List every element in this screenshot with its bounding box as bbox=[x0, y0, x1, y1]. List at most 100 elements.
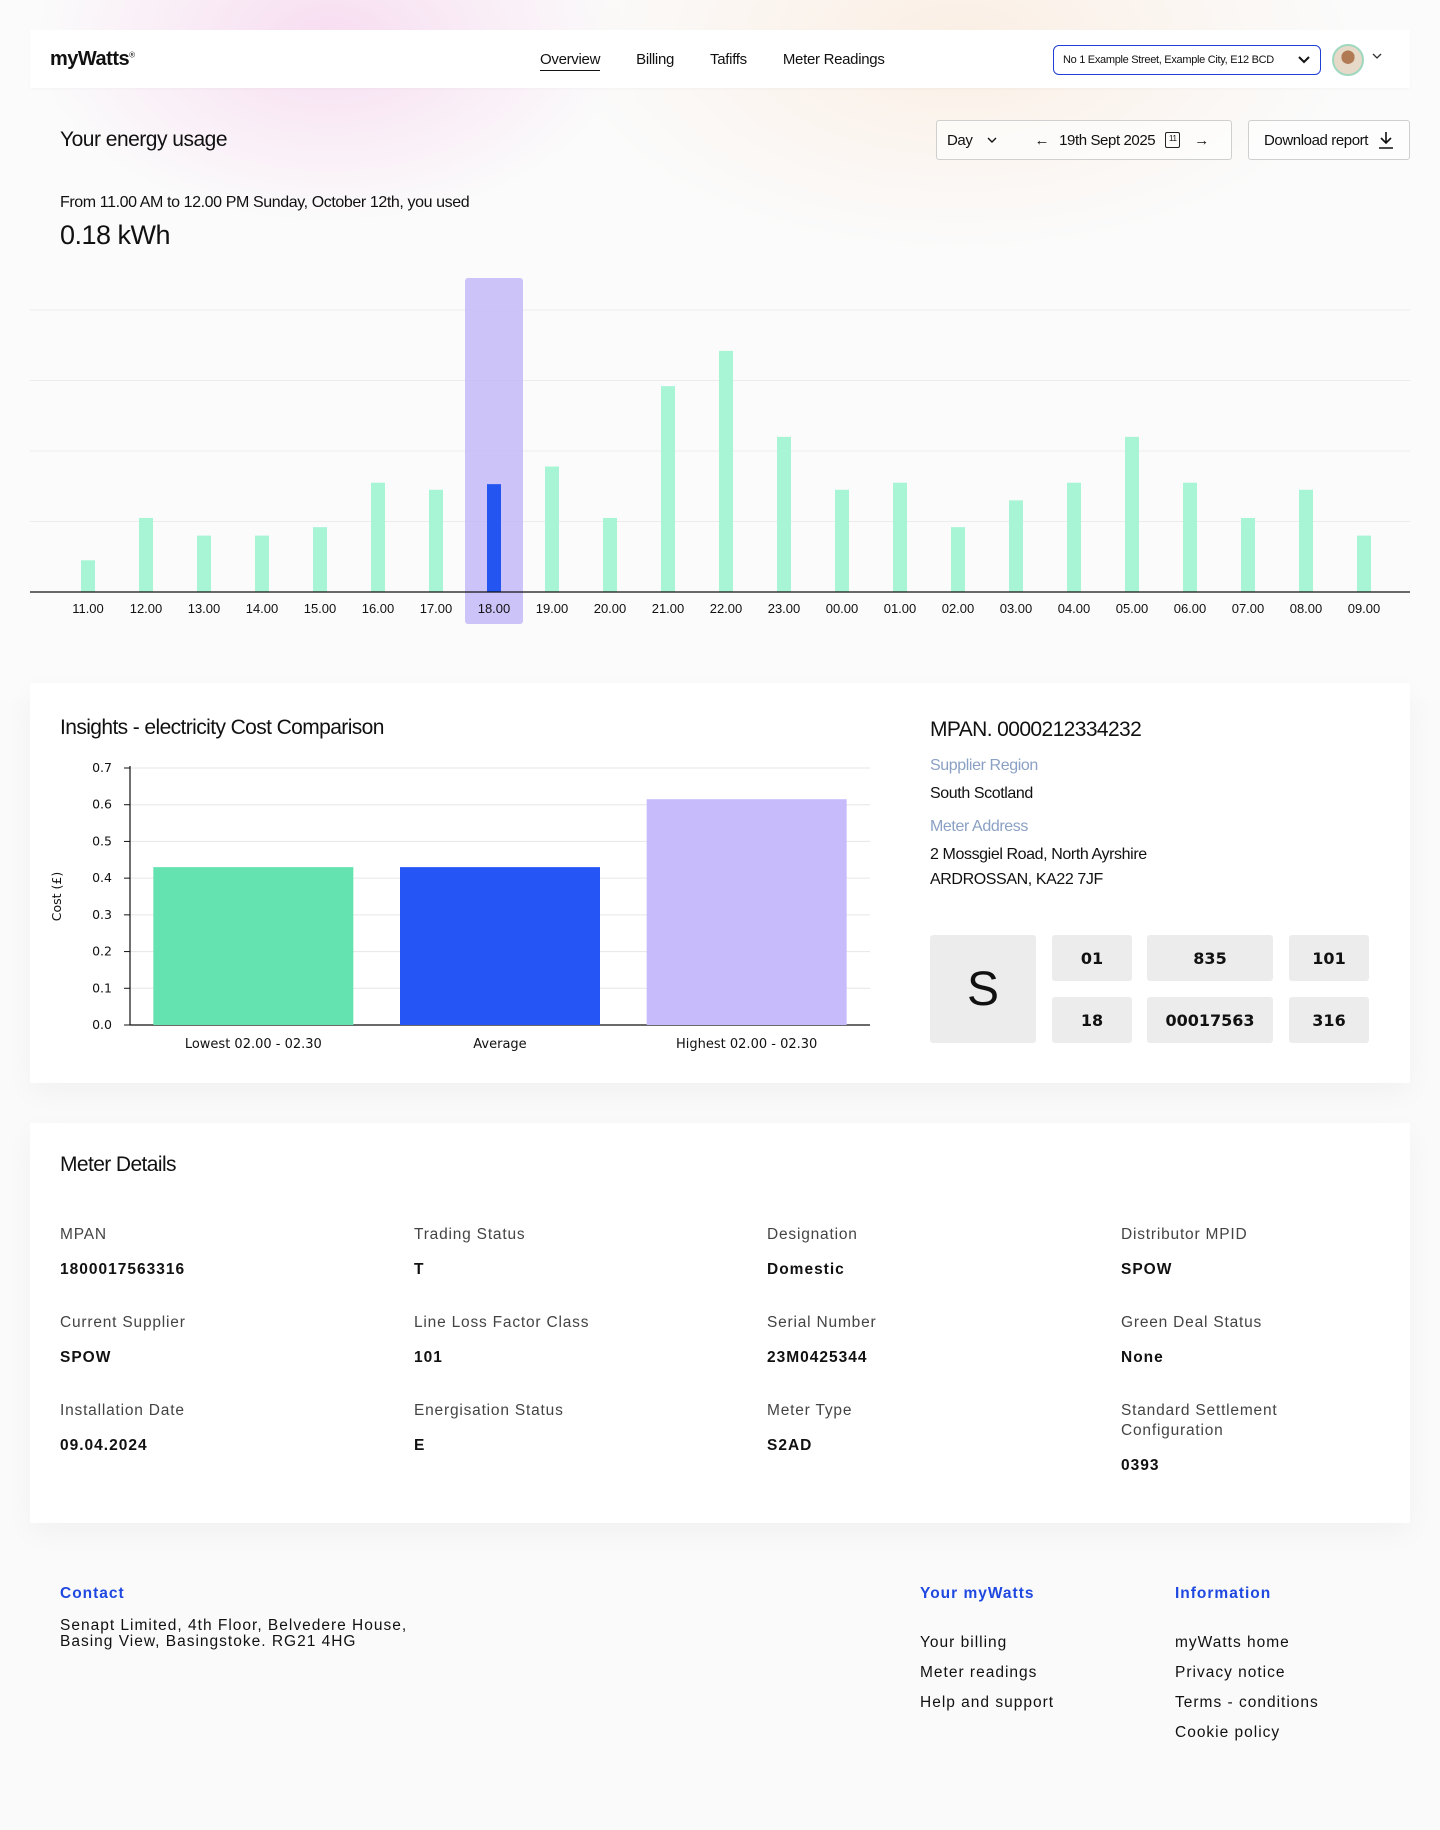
supply-chip-distributor: 18 bbox=[1052, 997, 1132, 1043]
detail-distributor-mpid: Distributor MPID SPOW bbox=[1121, 1225, 1361, 1279]
footer-link-help-support[interactable]: Help and support bbox=[920, 1694, 1055, 1711]
detail-value: S2AD bbox=[767, 1437, 813, 1454]
usage-bar bbox=[719, 350, 733, 592]
usage-x-tick-label: 23.00 bbox=[768, 601, 801, 616]
usage-x-tick-label: 19.00 bbox=[536, 601, 569, 616]
tab-meter-readings[interactable]: Meter Readings bbox=[782, 50, 885, 68]
footer-contact-heading: Contact bbox=[60, 1585, 125, 1602]
detail-green-deal-status: Green Deal Status None bbox=[1121, 1313, 1361, 1367]
cost-bar bbox=[646, 799, 847, 1025]
usage-x-tick-label: 06.00 bbox=[1174, 601, 1207, 616]
footer-link-mywatts-home[interactable]: myWatts home bbox=[1175, 1634, 1290, 1651]
avatar-chevron-down-icon[interactable] bbox=[1372, 52, 1382, 63]
next-date-arrow-icon[interactable]: → bbox=[1194, 131, 1209, 149]
footer-mywatts-heading: Your myWatts bbox=[920, 1585, 1035, 1602]
usage-bar bbox=[1241, 517, 1255, 592]
footer-contact-line1: Senapt Limited, 4th Floor, Belvedere Hou… bbox=[60, 1617, 408, 1634]
detail-mpan: MPAN 1800017563316 bbox=[60, 1225, 380, 1279]
usage-bar bbox=[429, 489, 443, 592]
detail-value: 23M0425344 bbox=[767, 1349, 868, 1366]
usage-summary-value: 0.18 kWh bbox=[60, 220, 171, 250]
meter-details-title: Meter Details bbox=[60, 1153, 177, 1176]
usage-bar bbox=[139, 517, 153, 592]
cost-y-tick-label: 0.0 bbox=[92, 1017, 112, 1032]
detail-label: Distributor MPID bbox=[1121, 1226, 1248, 1243]
period-select-value: Day bbox=[947, 131, 973, 149]
footer-link-meter-readings[interactable]: Meter readings bbox=[920, 1664, 1038, 1681]
cost-x-tick-label: Highest 02.00 - 02.30 bbox=[676, 1037, 817, 1052]
usage-bar bbox=[603, 517, 617, 592]
usage-bar bbox=[313, 527, 327, 592]
detail-label: MPAN bbox=[60, 1226, 107, 1243]
detail-meter-type: Meter Type S2AD bbox=[767, 1401, 1087, 1455]
usage-x-tick-label: 14.00 bbox=[246, 601, 279, 616]
detail-trading-status: Trading Status T bbox=[414, 1225, 734, 1279]
detail-installation-date: Installation Date 09.04.2024 bbox=[60, 1401, 380, 1455]
footer-contact-line2: Basing View, Basingstoke. RG21 4HG bbox=[60, 1633, 357, 1650]
usage-x-tick-label: 20.00 bbox=[594, 601, 627, 616]
footer-link-your-billing[interactable]: Your billing bbox=[920, 1634, 1008, 1651]
usage-bar bbox=[1183, 482, 1197, 592]
download-icon bbox=[1379, 132, 1394, 149]
tab-overview[interactable]: Overview bbox=[540, 30, 600, 88]
download-report-button[interactable]: Download report bbox=[1248, 120, 1410, 160]
usage-bar bbox=[1009, 500, 1023, 592]
usage-title: Your energy usage bbox=[60, 128, 228, 151]
mpan-title: MPAN. 0000212334232 bbox=[930, 718, 1142, 741]
usage-x-tick-label: 11.00 bbox=[72, 601, 104, 616]
address-select[interactable]: No 1 Example Street, Example City, E12 B… bbox=[1053, 45, 1321, 75]
address-select-value: No 1 Example Street, Example City, E12 B… bbox=[1063, 54, 1274, 66]
cost-x-tick-label: Lowest 02.00 - 02.30 bbox=[185, 1037, 322, 1052]
usage-x-tick-label: 12.00 bbox=[130, 601, 163, 616]
usage-bar bbox=[1067, 482, 1081, 592]
period-select[interactable]: Day bbox=[947, 132, 998, 149]
footer-link-terms-conditions[interactable]: Terms - conditions bbox=[1175, 1694, 1319, 1711]
usage-bar bbox=[835, 489, 849, 592]
usage-x-tick-label: 15.00 bbox=[304, 601, 337, 616]
detail-label: Standard Settlement Configuration bbox=[1121, 1402, 1278, 1439]
previous-date-arrow-icon[interactable]: ← bbox=[1034, 131, 1050, 149]
usage-bar bbox=[893, 482, 907, 592]
usage-bar bbox=[661, 386, 675, 592]
energy-usage-chart: 11.00 12.00 13.00 14.00 15.00 16.00 17.00 18.00… bbox=[30, 278, 1410, 624]
cost-x-tick-label: Average bbox=[473, 1037, 526, 1052]
detail-value: Domestic bbox=[767, 1261, 845, 1278]
usage-x-tick-label: 09.00 bbox=[1348, 601, 1381, 616]
tab-tariffs[interactable]: Tafiffs bbox=[710, 50, 747, 68]
detail-label: Trading Status bbox=[414, 1226, 526, 1243]
usage-bar bbox=[197, 535, 211, 592]
supply-chip-unique-id: 00017563 bbox=[1147, 997, 1273, 1043]
detail-value: None bbox=[1121, 1349, 1164, 1366]
detail-energisation-status: Energisation Status E bbox=[414, 1401, 734, 1455]
detail-label: Installation Date bbox=[60, 1402, 185, 1419]
selected-date: 19th Sept 2025 bbox=[1059, 131, 1156, 149]
usage-bar bbox=[951, 527, 965, 592]
tab-billing[interactable]: Billing bbox=[636, 50, 675, 68]
supply-chip-profile: 01 bbox=[1052, 935, 1132, 981]
detail-label: Designation bbox=[767, 1226, 858, 1243]
supplier-region-value: South Scotland bbox=[930, 785, 1033, 802]
footer-link-privacy-notice[interactable]: Privacy notice bbox=[1175, 1664, 1286, 1681]
detail-designation: Designation Domestic bbox=[767, 1225, 1087, 1279]
meter-address-line2: ARDROSSAN, KA22 7JF bbox=[930, 871, 1103, 888]
detail-value: T bbox=[414, 1261, 425, 1278]
detail-value: 1800017563316 bbox=[60, 1261, 186, 1278]
user-avatar[interactable] bbox=[1332, 44, 1364, 76]
cost-y-axis-label: Cost (£) bbox=[49, 872, 64, 921]
cost-y-tick-label: 0.3 bbox=[92, 907, 112, 922]
usage-x-tick-label: 21.00 bbox=[652, 601, 685, 616]
brand-logo[interactable]: myWatts® bbox=[50, 47, 135, 70]
usage-summary-text: From 11.00 AM to 12.00 PM Sunday, Octobe… bbox=[60, 194, 470, 211]
usage-x-tick-label: 02.00 bbox=[942, 601, 975, 616]
footer-link-cookie-policy[interactable]: Cookie policy bbox=[1175, 1724, 1281, 1741]
meter-address-label: Meter Address bbox=[930, 818, 1028, 835]
usage-bar bbox=[777, 436, 791, 592]
footer-information-heading: Information bbox=[1175, 1585, 1272, 1602]
usage-bar bbox=[371, 482, 385, 592]
cost-y-tick-label: 0.5 bbox=[92, 833, 112, 848]
calendar-icon[interactable]: 11 bbox=[1165, 132, 1181, 148]
detail-value: 101 bbox=[414, 1349, 443, 1366]
insights-card: Insights - electricity Cost Comparison 0… bbox=[30, 683, 1410, 1083]
detail-label: Current Supplier bbox=[60, 1314, 186, 1331]
usage-x-tick-label: 16.00 bbox=[362, 601, 395, 616]
